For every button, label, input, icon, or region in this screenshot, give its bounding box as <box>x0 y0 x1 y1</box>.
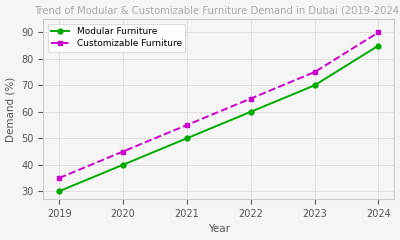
Modular Furniture <box>184 137 189 140</box>
Customizable Furniture <box>376 31 381 34</box>
Modular Furniture <box>312 84 317 87</box>
Customizable Furniture <box>121 150 126 153</box>
Modular Furniture <box>248 110 253 113</box>
Modular Furniture <box>57 190 62 193</box>
Customizable Furniture <box>184 124 189 126</box>
Customizable Furniture <box>312 71 317 73</box>
Legend: Modular Furniture, Customizable Furniture: Modular Furniture, Customizable Furnitur… <box>48 24 185 52</box>
Y-axis label: Demand (%): Demand (%) <box>6 77 16 142</box>
Title: Trend of Modular & Customizable Furniture Demand in Dubai (2019-2024): Trend of Modular & Customizable Furnitur… <box>34 6 400 16</box>
Line: Modular Furniture: Modular Furniture <box>57 43 381 194</box>
X-axis label: Year: Year <box>208 224 230 234</box>
Customizable Furniture <box>248 97 253 100</box>
Modular Furniture <box>376 44 381 47</box>
Line: Customizable Furniture: Customizable Furniture <box>57 30 381 180</box>
Modular Furniture <box>121 163 126 166</box>
Customizable Furniture <box>57 177 62 180</box>
